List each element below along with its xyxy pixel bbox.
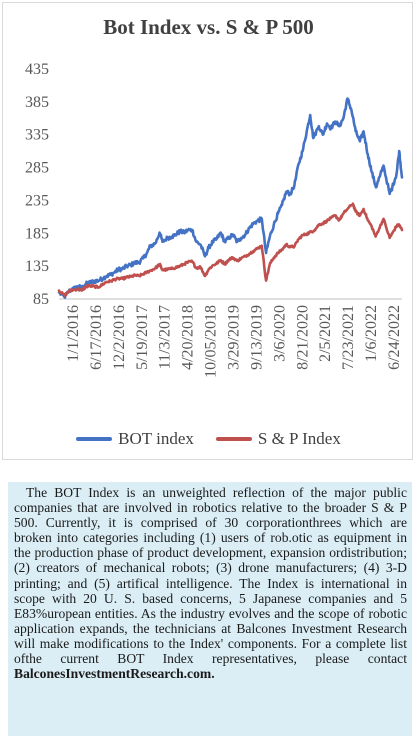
y-tick-label: 85 [33, 291, 49, 308]
x-tick-label: 3/29/2019 [226, 305, 243, 370]
bot-index-line [57, 97, 404, 299]
description-box: The BOT Index is an unweighted reflectio… [8, 482, 412, 736]
legend-label-sp: S & P Index [257, 429, 341, 448]
description-body: The BOT Index is an unweighted reflectio… [14, 485, 407, 667]
x-tick-label: 10/05/2018 [203, 305, 220, 378]
x-tick-label: 9/13/2019 [248, 305, 265, 370]
legend-swatch-sp [215, 437, 252, 441]
y-tick-label: 135 [25, 258, 49, 275]
legend-item-bot: BOT index [76, 429, 194, 449]
x-tick-label: 12/2/2016 [111, 305, 128, 370]
legend-item-sp: S & P Index [215, 429, 341, 449]
x-tick-label: 8/21/2020 [294, 305, 311, 370]
x-tick-label: 5/19/2017 [134, 305, 151, 370]
x-tick-label: 6/24/2022 [386, 305, 403, 370]
chart-title: Bot Index vs. S & P 500 [103, 15, 314, 39]
x-tick-label: 3/6/2020 [271, 305, 288, 362]
y-tick-label: 235 [25, 192, 49, 209]
chart-frame: Bot Index vs. S & P 500 85 135 185 235 285 33… [2, 2, 413, 460]
y-tick-label: 435 [25, 61, 49, 78]
x-tick-label: 1/1/2016 [65, 305, 82, 362]
x-tick-label: 1/6/2022 [363, 305, 380, 362]
website-link[interactable]: BalconesInvestmentResearch.com. [14, 666, 215, 682]
y-tick-label: 185 [25, 225, 49, 242]
y-tick-label: 285 [25, 160, 49, 177]
x-tick-label: 4/20/2018 [180, 305, 197, 370]
sp-index-line [57, 202, 404, 297]
legend-label-bot: BOT index [118, 429, 194, 448]
legend-swatch-bot [76, 437, 113, 441]
y-tick-label: 335 [25, 127, 49, 144]
y-tick-label: 385 [25, 94, 49, 111]
x-tick-label: 7/23/2021 [340, 305, 357, 370]
description-text: The BOT Index is an unweighted reflectio… [14, 485, 407, 681]
legend: BOT index S & P Index [3, 429, 414, 449]
x-tick-label: 2/5/2021 [317, 305, 334, 362]
chart-plot: 85 135 185 235 285 335 385 435 1/1/2016 6/17/2016… [25, 61, 404, 378]
x-tick-label: 11/3/2017 [157, 305, 174, 369]
x-tick-label: 6/17/2016 [88, 305, 105, 370]
